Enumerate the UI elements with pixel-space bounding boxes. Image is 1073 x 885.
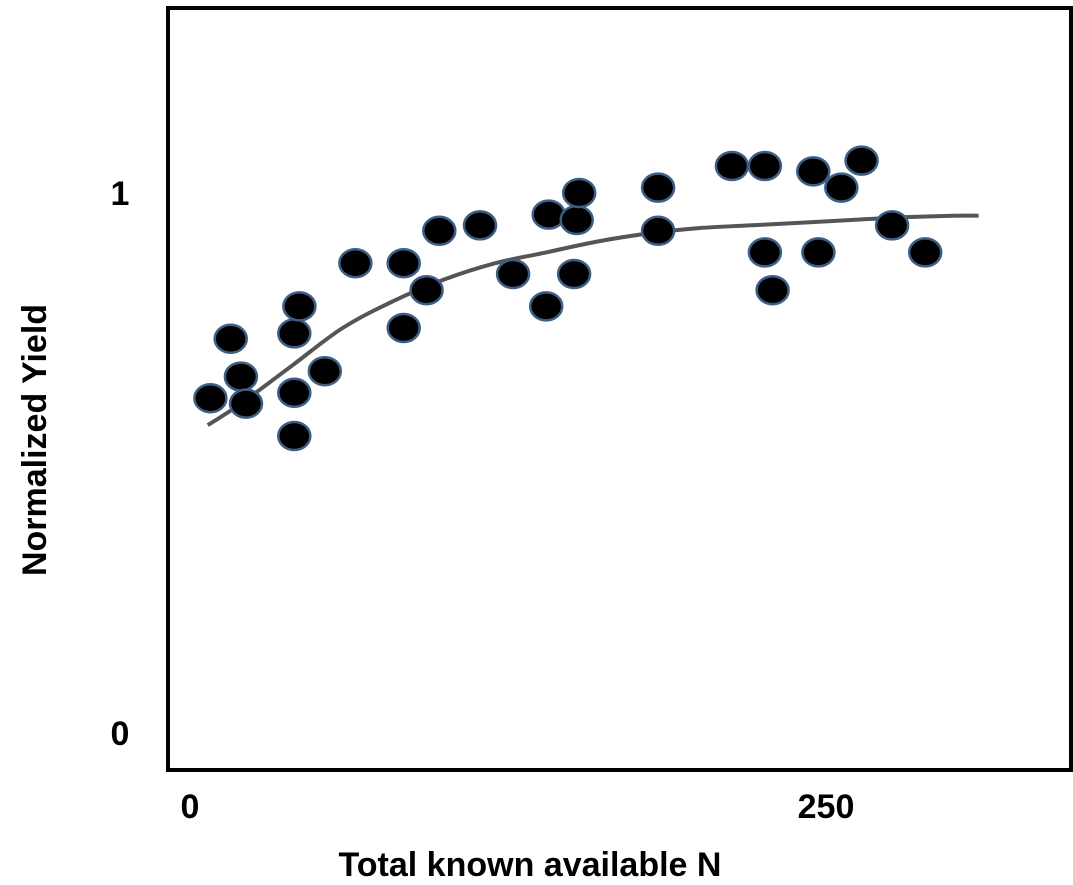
data-point bbox=[556, 258, 592, 290]
data-point bbox=[277, 420, 312, 452]
data-point bbox=[747, 237, 783, 268]
y-axis-title: Normalized Yield bbox=[16, 304, 54, 576]
x-tick-label: 250 bbox=[798, 788, 855, 826]
data-point bbox=[282, 291, 317, 322]
x-axis-title: Total known available N bbox=[339, 846, 722, 884]
data-point bbox=[640, 215, 676, 247]
data-point bbox=[422, 215, 457, 247]
data-point bbox=[714, 150, 750, 182]
data-point bbox=[277, 318, 312, 349]
data-point bbox=[213, 323, 248, 355]
plot-frame bbox=[166, 6, 1073, 772]
data-point bbox=[277, 377, 312, 409]
data-point bbox=[824, 172, 859, 203]
data-point bbox=[801, 237, 836, 268]
y-tick-label: 0 bbox=[111, 715, 130, 753]
data-point bbox=[844, 145, 879, 176]
data-point bbox=[528, 291, 564, 322]
data-point bbox=[495, 258, 531, 290]
data-point bbox=[561, 177, 597, 209]
data-point bbox=[223, 361, 259, 392]
data-point bbox=[559, 204, 594, 236]
data-point bbox=[228, 388, 264, 419]
data-point bbox=[338, 247, 373, 279]
data-point bbox=[307, 355, 343, 387]
y-tick-labels: 01 bbox=[111, 175, 130, 753]
data-point bbox=[462, 210, 498, 241]
data-point bbox=[640, 172, 676, 203]
data-point bbox=[874, 210, 910, 241]
data-point bbox=[386, 312, 421, 344]
data-point bbox=[386, 247, 421, 279]
x-tick-label: 0 bbox=[181, 788, 200, 826]
fitted-curve bbox=[206, 213, 979, 427]
data-point bbox=[755, 274, 790, 306]
data-point bbox=[747, 150, 783, 182]
data-point bbox=[907, 237, 943, 268]
scatter-points bbox=[193, 145, 943, 452]
data-point bbox=[531, 199, 566, 230]
data-point bbox=[193, 382, 228, 414]
data-point bbox=[796, 156, 831, 187]
x-tick-labels: 0 250 bbox=[181, 788, 855, 826]
data-point bbox=[409, 274, 444, 306]
y-tick-label: 1 bbox=[111, 175, 130, 213]
